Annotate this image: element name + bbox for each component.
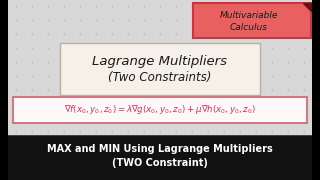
Text: (TWO Constraint): (TWO Constraint) [112, 158, 208, 168]
Polygon shape [303, 3, 311, 11]
FancyBboxPatch shape [193, 3, 311, 38]
FancyBboxPatch shape [312, 0, 320, 180]
Text: Multivariable: Multivariable [220, 10, 278, 19]
Text: $\nabla f(x_0,y_0,z_0) = \lambda\nabla g(x_0,y_0,z_0) + \mu\nabla h(x_0,y_0,z_0): $\nabla f(x_0,y_0,z_0) = \lambda\nabla g… [64, 103, 256, 116]
Text: Lagrange Multipliers: Lagrange Multipliers [92, 55, 228, 68]
FancyBboxPatch shape [0, 0, 8, 180]
FancyBboxPatch shape [13, 97, 307, 123]
Text: (Two Constraints): (Two Constraints) [108, 71, 212, 84]
FancyBboxPatch shape [60, 43, 260, 95]
Text: Calculus: Calculus [230, 22, 268, 32]
Text: MAX and MIN Using Lagrange Multipliers: MAX and MIN Using Lagrange Multipliers [47, 144, 273, 154]
FancyBboxPatch shape [0, 135, 320, 180]
